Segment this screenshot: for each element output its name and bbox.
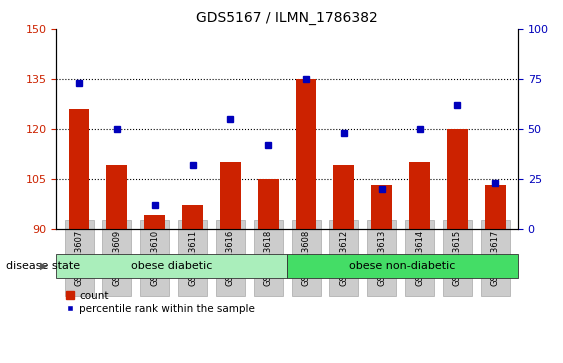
Bar: [182, 205, 203, 229]
Text: obese non-diabetic: obese non-diabetic: [350, 261, 455, 271]
Title: GDS5167 / ILMN_1786382: GDS5167 / ILMN_1786382: [196, 11, 378, 25]
Text: disease state: disease state: [6, 261, 80, 271]
Bar: [485, 185, 506, 229]
Bar: [258, 179, 279, 229]
Bar: [220, 162, 241, 229]
Bar: [372, 185, 392, 229]
Bar: [56, 254, 287, 278]
Bar: [144, 215, 165, 229]
Bar: [296, 79, 316, 229]
Bar: [447, 129, 468, 229]
Bar: [287, 254, 518, 278]
Text: ▶: ▶: [41, 261, 48, 271]
Bar: [69, 109, 90, 229]
Bar: [409, 162, 430, 229]
Text: obese diabetic: obese diabetic: [131, 261, 212, 271]
Legend: count, percentile rank within the sample: count, percentile rank within the sample: [61, 286, 259, 318]
Bar: [333, 166, 354, 229]
Bar: [106, 166, 127, 229]
